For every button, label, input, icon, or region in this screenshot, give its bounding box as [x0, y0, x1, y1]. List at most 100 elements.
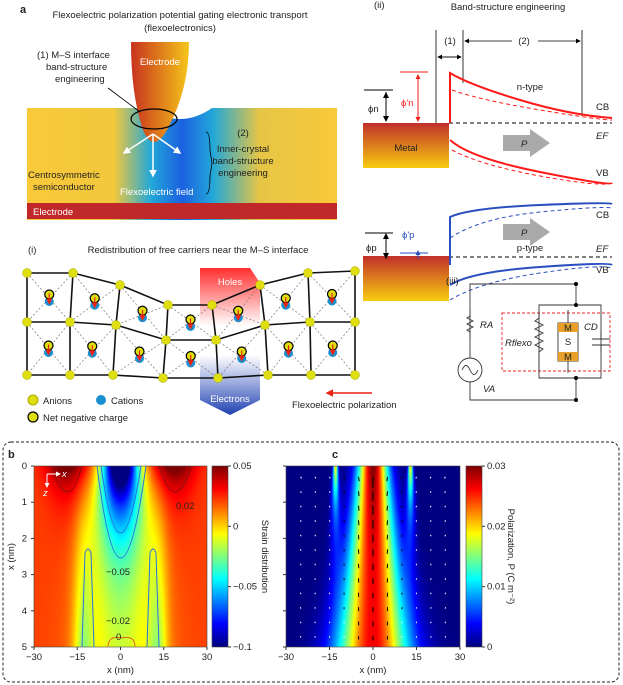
s-label: S	[565, 337, 571, 348]
metal-p	[363, 256, 449, 301]
p-type-bands	[449, 202, 613, 286]
inner-label: engineering	[218, 168, 268, 179]
y-tick-label: 5	[22, 642, 27, 653]
panel-iii-labels: (iii) RA VA Rflexo CD M S M	[446, 276, 598, 395]
y-axis-label: x (nm)	[6, 543, 17, 570]
polarization-vector	[358, 476, 360, 482]
polarization-vector	[444, 520, 446, 522]
anion	[111, 320, 121, 330]
polarization-vector	[429, 505, 432, 508]
resistor-ra	[465, 310, 475, 338]
anion	[306, 370, 316, 380]
anion	[65, 317, 75, 327]
panel-label: (i)	[28, 245, 36, 256]
polarization-vector	[314, 491, 317, 494]
p-label: P	[521, 139, 528, 150]
colorbar-tick-label: 0.05	[233, 461, 252, 472]
polarization-vector	[386, 491, 388, 497]
holes-label: Holes	[218, 277, 243, 288]
polarization-colorbar	[466, 466, 482, 647]
lattice-row	[27, 270, 356, 306]
chart-axes: −30 −15 0 15 30 0 1 2 3 4 5 0.05 0 −0.05 −0.1 x (nm) Str…	[6, 461, 516, 676]
strain-colorbar	[212, 466, 228, 647]
colorbar-label: Polarization, P (C m⁻²)	[505, 509, 516, 605]
bottom-electrode	[27, 203, 337, 219]
y-tick-label: 1	[22, 497, 27, 508]
anion	[68, 268, 78, 278]
anion	[263, 370, 273, 380]
legend-anions: Anions	[43, 396, 72, 407]
brace	[205, 131, 213, 195]
inner-label: band-structure	[212, 156, 273, 167]
inner-label: (2)	[237, 128, 249, 139]
interface-label: band-structure	[46, 62, 107, 73]
polarization-label: Flexoelectric polarization	[292, 400, 397, 411]
anion	[108, 370, 118, 380]
phi-p-prime-label: ϕ'p	[402, 230, 414, 241]
va-label: VA	[483, 384, 495, 395]
anion	[213, 373, 223, 383]
region-1-label: (1)	[444, 36, 456, 47]
polarization-vector	[329, 476, 331, 479]
polarization-vector	[415, 491, 417, 494]
legend-cations: Cations	[111, 396, 143, 407]
legend-net-negative: Net negative charge	[43, 413, 128, 424]
x-tick-label: −30	[278, 652, 294, 663]
panel-title: Band-structure engineering	[451, 2, 566, 13]
contour-label: 0.02	[176, 501, 195, 512]
anion	[350, 317, 360, 327]
ef-label: EF	[596, 244, 609, 255]
metal-n	[363, 123, 449, 168]
panel-label: c	[332, 449, 338, 461]
x-tick-label: −15	[321, 652, 337, 663]
anion	[350, 370, 360, 380]
polarization-arrow	[503, 129, 550, 157]
rflexo-label: Rflexo	[505, 338, 532, 349]
inner-label: Inner-crystal	[217, 144, 269, 155]
colorbar-label: Strain distribution	[259, 520, 270, 593]
anion	[305, 317, 315, 327]
z-arrow-label: z	[42, 488, 48, 499]
colorbar-tick-label: 0	[487, 642, 492, 653]
crystal-lattice	[22, 266, 360, 383]
semiconductor-label: Centrosymmetric	[28, 170, 100, 181]
panel-a: a Flexoelectric polarization potential g…	[20, 4, 337, 220]
colorbar-tick-label: 0.02	[487, 521, 506, 532]
polarization-vector	[400, 476, 403, 480]
polarization-vector	[429, 491, 432, 494]
y-tick-label: 4	[22, 606, 27, 617]
tip-electrode	[131, 42, 189, 142]
contour-label: −0.05	[106, 567, 130, 578]
panel-label: a	[20, 4, 27, 16]
contour-label: 0	[116, 632, 121, 643]
m-top-label: M	[564, 323, 572, 334]
x-axis-label: x (nm)	[360, 665, 387, 676]
x-tick-label: −30	[26, 652, 42, 663]
p-type-label: p-type	[517, 243, 543, 254]
electrons-region	[200, 355, 260, 415]
colorbar-tick-label: 0.01	[487, 582, 506, 593]
colorbar-tick-label: 0.03	[487, 461, 506, 472]
y-tick-label: 2	[22, 533, 27, 544]
x-tick-label: 15	[411, 652, 422, 663]
xz-axes-indicator	[44, 471, 61, 488]
polarization-vector	[386, 476, 388, 482]
polarization-vector	[300, 505, 302, 508]
cd-label: CD	[584, 322, 598, 333]
net-negative-legend-icon	[27, 411, 39, 423]
anion	[115, 280, 125, 290]
anion	[158, 373, 168, 383]
m-bottom-label: M	[564, 352, 572, 363]
polarization-vector	[300, 476, 303, 479]
panel-label: (ii)	[374, 0, 385, 11]
semiconductor-label: semiconductor	[33, 182, 95, 193]
interface-ellipse	[130, 108, 178, 130]
anion	[260, 320, 270, 330]
polarization-vector	[343, 476, 346, 480]
colorbar-tick-label: 0	[233, 521, 238, 532]
lattice-row	[27, 374, 355, 379]
metal-label: Metal	[394, 143, 417, 154]
polarization-vector	[444, 491, 446, 494]
panel-iii	[457, 282, 611, 402]
